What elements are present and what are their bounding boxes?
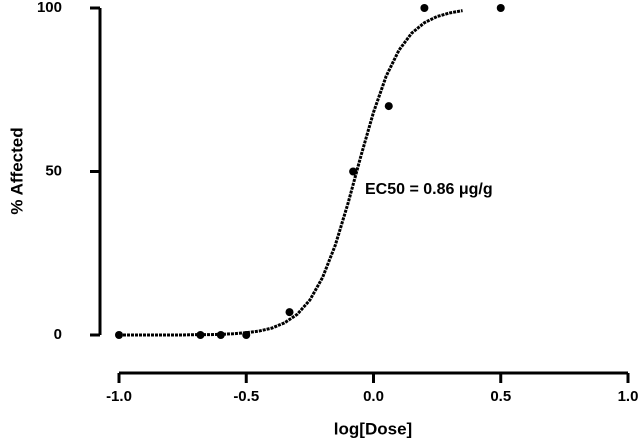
x-tick-label: 0.0 [363,388,384,405]
data-point [496,4,505,12]
data-point [196,331,205,339]
x-axis-label: log[Dose] [334,419,412,438]
annotation: EC50 = 0.86 μg/g [365,181,493,198]
x-tick-label: -1.0 [106,388,132,405]
data-point [242,331,251,339]
data-point [384,102,393,111]
data-point [349,167,358,176]
y-tick-label: 100 [37,0,62,16]
data-point [216,331,225,339]
x-tick-label: 1.0 [618,388,639,405]
x-tick-label: -0.5 [233,388,259,405]
y-tick-label: 50 [45,162,62,179]
data-point [115,331,123,339]
y-axis-label: % Affected [7,127,26,214]
y-tick-label: 0 [54,326,62,343]
fit-curve [119,9,463,337]
data-point [285,308,294,317]
data-point [420,4,429,12]
x-tick-label: 0.5 [490,388,511,405]
